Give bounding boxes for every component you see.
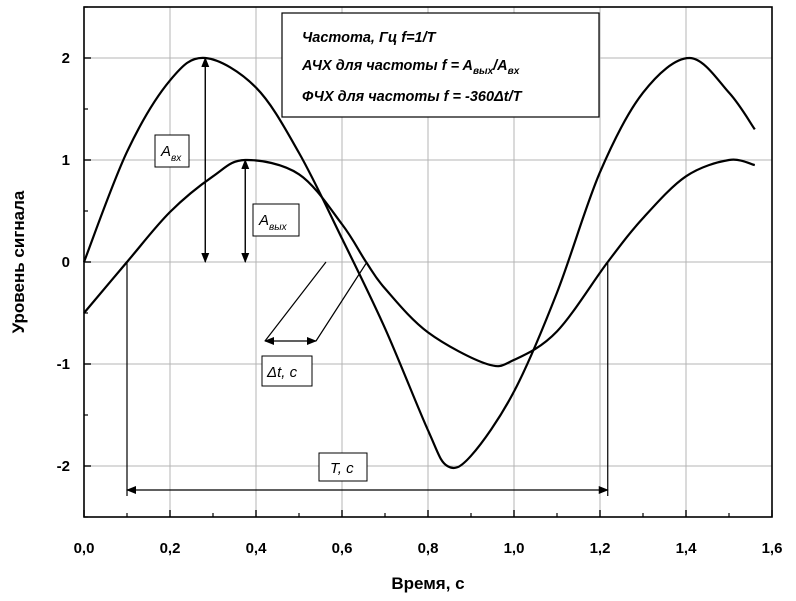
a-out-label: Aвых [258, 212, 288, 233]
y-tick-label: 2 [62, 50, 70, 67]
period-label-box [318, 452, 368, 482]
period-label: T, c [330, 460, 354, 477]
y-tick-label: 1 [62, 152, 70, 169]
y-tick-label: -2 [57, 458, 70, 475]
legend-line-afc: АЧХ для частоты f = Aвых/Aвх [301, 58, 520, 77]
x-tick-label: 1,2 [590, 540, 611, 557]
dt-label: Δt, c [266, 364, 298, 381]
a-in-label: Aвх [160, 143, 182, 164]
x-tick-label: 1,4 [676, 540, 698, 557]
x-tick-label: 0,8 [418, 540, 439, 557]
legend-afc-prefix: АЧХ для частоты f = A [301, 58, 473, 74]
x-axis-title: Время, с [391, 574, 464, 593]
x-tick-label: 1,6 [762, 540, 783, 557]
dt-leader-right [315, 261, 368, 342]
y-tick-label: 0 [62, 254, 70, 271]
series-line-1 [82, 56, 756, 470]
x-tick-label: 0,0 [74, 540, 95, 557]
x-tick-label: 0,4 [246, 540, 268, 557]
legend-line-pfc: ФЧХ для частоты f = -360Δt/T [302, 89, 523, 105]
a-in-label-box [154, 134, 190, 168]
x-tick-label: 0,6 [332, 540, 353, 557]
dt-leader-left [264, 261, 327, 342]
a-out-label-box [252, 203, 300, 237]
legend-afc-sub-in: вх [508, 66, 520, 77]
x-tick-label: 0,2 [160, 540, 181, 557]
axis-ticks [83, 6, 773, 518]
legend-line-frequency: Частота, Гц f=1/T [302, 30, 437, 46]
legend-afc-sub-out: вых [473, 66, 494, 77]
y-tick-label: -1 [57, 356, 70, 373]
tick-labels: 0,0 0,2 0,4 0,6 0,8 1,0 1,2 1,4 1,6 2 1 0 -1 -2 [57, 50, 783, 557]
legend-box [281, 12, 600, 118]
dt-label-box [261, 355, 313, 387]
y-axis-title: Уровень сигнала [9, 190, 28, 333]
x-tick-label: 1,0 [504, 540, 525, 557]
annotations: Aвх Aвых Δt, c T, c [126, 57, 609, 496]
legend-afc-mid: /A [492, 58, 508, 74]
legend: Частота, Гц f=1/T АЧХ для частоты f = Aв… [281, 12, 600, 118]
